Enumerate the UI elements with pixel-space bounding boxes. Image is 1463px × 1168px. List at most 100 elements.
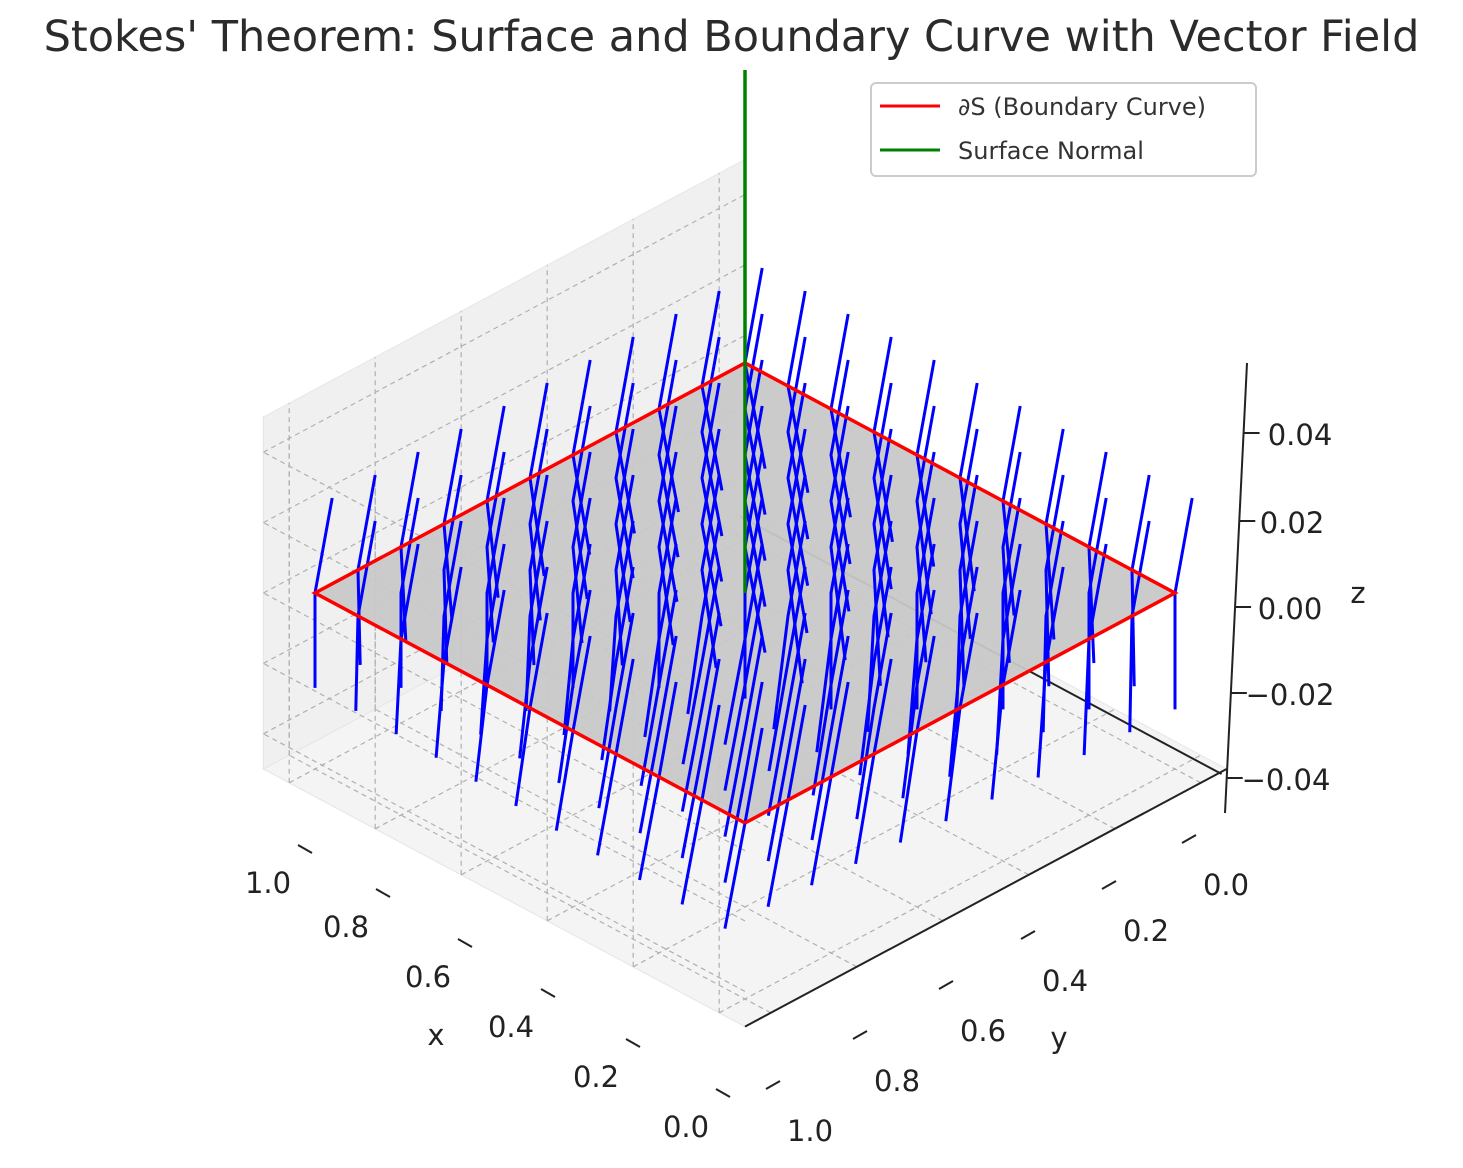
z-tick-label: 0.02 bbox=[1260, 506, 1325, 540]
chart-title: Stokes' Theorem: Surface and Boundary Cu… bbox=[43, 12, 1420, 62]
grid-floor-x bbox=[632, 708, 1116, 968]
vector-arrow bbox=[829, 405, 851, 612]
grid-wall-z-left bbox=[263, 733, 746, 992]
vector-arrow bbox=[528, 474, 549, 666]
vector-arrow bbox=[700, 474, 721, 669]
vector-arrow bbox=[571, 405, 592, 600]
y-tick-mark bbox=[1101, 880, 1117, 890]
vector-arrow bbox=[723, 635, 764, 837]
vector-arrow bbox=[766, 658, 807, 862]
vector-arrow bbox=[700, 382, 724, 582]
vector-arrow bbox=[958, 428, 979, 639]
grid-floor-y bbox=[374, 708, 858, 968]
vector-arrow bbox=[528, 428, 549, 621]
vector-arrow bbox=[829, 497, 850, 710]
vector-arrow bbox=[1087, 497, 1108, 710]
vector-arrow bbox=[954, 520, 979, 733]
vector-arrow bbox=[657, 451, 678, 646]
x-tick-label: 0.0 bbox=[663, 1110, 709, 1144]
x-tick-mark bbox=[457, 938, 473, 948]
y-tick-mark bbox=[1181, 834, 1197, 844]
vector-arrow bbox=[485, 451, 506, 643]
vector-arrow bbox=[657, 359, 680, 558]
y-tick-label: 0.0 bbox=[1203, 868, 1249, 902]
z-tick-label: 0.04 bbox=[1268, 418, 1333, 452]
vector-arrow bbox=[810, 635, 850, 841]
vector-arrow bbox=[948, 566, 979, 777]
vector-arrow bbox=[829, 359, 852, 565]
vector-arrow bbox=[829, 451, 850, 661]
grid-wall-z-left bbox=[263, 592, 746, 852]
vector-arrow bbox=[614, 474, 635, 666]
vector-arrow bbox=[657, 405, 679, 603]
x-tick-label: 1.0 bbox=[245, 866, 291, 900]
vector-arrow bbox=[571, 451, 592, 644]
z-axis-line bbox=[1224, 362, 1248, 814]
y-tick-label: 1.0 bbox=[787, 1114, 833, 1148]
vector-arrow bbox=[657, 497, 678, 688]
vector-arrow bbox=[915, 405, 936, 615]
vector-arrow bbox=[786, 336, 810, 540]
z-tick-label: −0.02 bbox=[1246, 678, 1335, 712]
vector-arrow bbox=[872, 428, 893, 638]
vector-arrow bbox=[786, 474, 807, 684]
z-tick-label: 0.00 bbox=[1258, 592, 1323, 626]
vector-arrow bbox=[638, 635, 678, 834]
z-axis-label: z bbox=[1350, 576, 1365, 610]
vector-arrow bbox=[772, 520, 807, 730]
vector-arrow bbox=[766, 612, 807, 816]
vector-arrow bbox=[855, 612, 893, 820]
grid-wall-z-right bbox=[263, 334, 746, 594]
x-tick-mark bbox=[540, 988, 556, 998]
x-tick-mark bbox=[625, 1038, 641, 1048]
x-tick-mark bbox=[715, 1088, 731, 1098]
x-tick-label: 0.2 bbox=[573, 1060, 619, 1094]
vector-arrow bbox=[614, 428, 635, 623]
vector-arrow bbox=[686, 520, 721, 715]
vector-arrow bbox=[723, 681, 764, 883]
vector-arrow bbox=[872, 382, 893, 590]
vector-arrow bbox=[485, 497, 506, 688]
y-tick-label: 0.6 bbox=[960, 1014, 1006, 1048]
grid-wall-z-right bbox=[263, 194, 746, 453]
x-tick-label: 0.4 bbox=[488, 1010, 534, 1044]
vector-arrow bbox=[786, 428, 809, 634]
vector-arrow bbox=[1001, 497, 1022, 710]
vector-arrow bbox=[767, 566, 807, 772]
x-tick-label: 0.6 bbox=[405, 960, 451, 994]
vector-arrow bbox=[399, 497, 420, 688]
x-tick-mark bbox=[297, 844, 313, 854]
x-axis-label: x bbox=[427, 1018, 444, 1052]
y-tick-label: 0.2 bbox=[1123, 914, 1169, 948]
vector-arrow bbox=[858, 566, 893, 776]
y-axis-label: y bbox=[1050, 1021, 1067, 1055]
vector-arrow bbox=[597, 612, 635, 809]
vector-arrow bbox=[442, 474, 463, 666]
x-tick-label: 0.8 bbox=[323, 910, 369, 944]
y-tick-mark bbox=[852, 1030, 868, 1040]
vector-arrow bbox=[915, 451, 936, 663]
tick-labels: 0.0 0.2 0.4 0.6 0.8 1.0 0.0 0.2 0.4 0.6 0.8 1.0 −0.0… bbox=[245, 418, 1335, 1148]
vector-arrow bbox=[958, 474, 979, 687]
grid-floor-x bbox=[718, 754, 1202, 1014]
legend-label-normal: Surface Normal bbox=[958, 137, 1144, 165]
y-axis-line-helper bbox=[744, 768, 1228, 1028]
y-tick-mark bbox=[765, 1080, 781, 1090]
legend-label-boundary: ∂S (Boundary Curve) bbox=[958, 93, 1206, 121]
legend: ∂S (Boundary Curve) Surface Normal bbox=[870, 82, 1257, 177]
z-tick-label: −0.04 bbox=[1242, 763, 1331, 797]
y-tick-mark bbox=[938, 980, 954, 990]
vector-arrow bbox=[786, 382, 810, 586]
vector-arrow bbox=[518, 566, 549, 759]
vector-arrow bbox=[681, 566, 721, 765]
y-tick-mark bbox=[1020, 930, 1036, 940]
vector-arrow bbox=[1173, 497, 1194, 710]
legend-frame bbox=[870, 82, 1257, 177]
x-tick-mark bbox=[375, 888, 391, 898]
vector-arrow bbox=[1001, 451, 1022, 663]
axis-labels: x y z bbox=[427, 576, 1365, 1055]
vector-arrow bbox=[680, 658, 721, 859]
grid-floor-y bbox=[288, 754, 772, 1014]
y-tick-label: 0.4 bbox=[1042, 964, 1088, 998]
